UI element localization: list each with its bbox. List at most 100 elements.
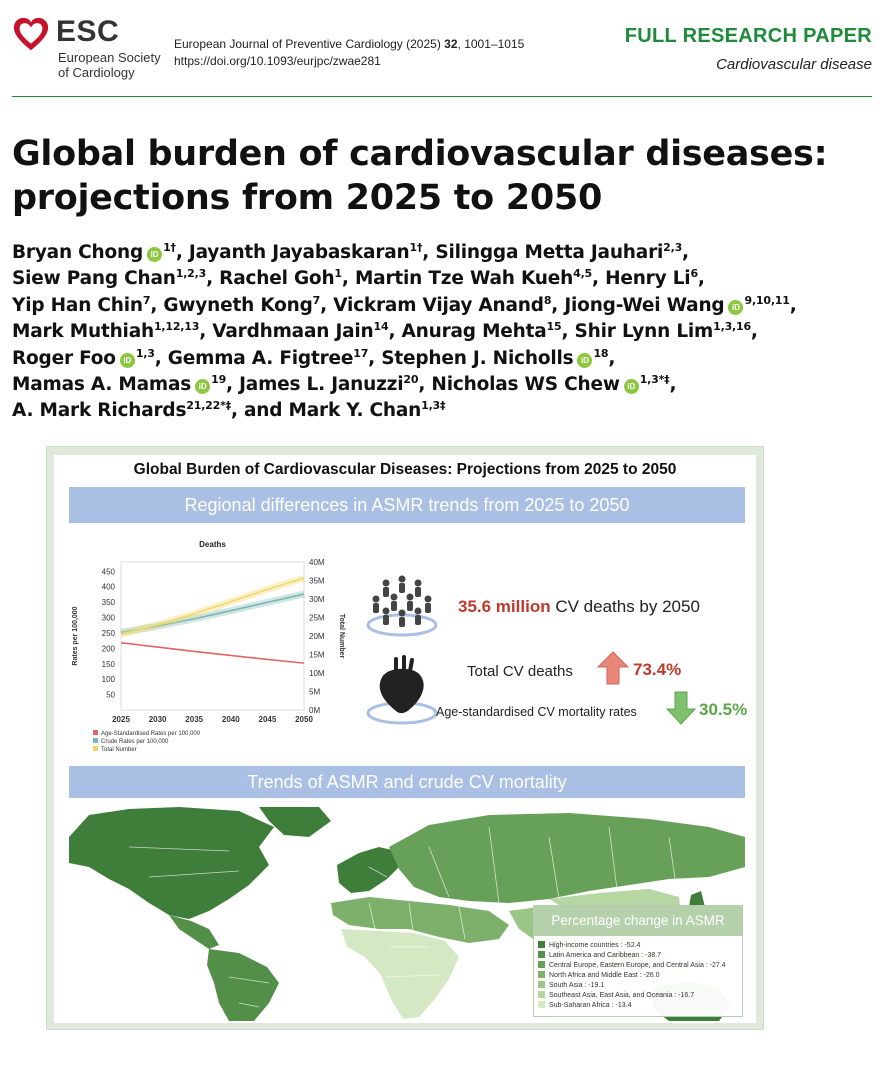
section-banner-trends: Trends of ASMR and crude CV mortality xyxy=(69,766,745,798)
author-name: Jiong-Wei Wang xyxy=(564,294,725,316)
article-title: Global burden of cardiovascular diseases… xyxy=(12,132,872,220)
legend-label: North Africa and Middle East : -26.0 xyxy=(549,972,660,979)
kpi-asmr-pct: 30.5% xyxy=(699,700,748,719)
map-region-north-africa-middle-east xyxy=(331,897,509,943)
orcid-icon[interactable]: iD xyxy=(728,299,744,315)
author-separator: , xyxy=(206,268,220,290)
author-name: Gemma A. Figtree xyxy=(167,347,354,369)
author-affiliation: 17 xyxy=(353,346,369,360)
article-type: FULL RESEARCH PAPER xyxy=(624,25,872,47)
author-affiliation: 1,3,16 xyxy=(713,320,751,334)
kpi-deaths-2050: 35.6 million CV deaths by 2050 xyxy=(458,597,700,617)
orcid-icon[interactable]: iD xyxy=(195,379,211,395)
map-legend-item: Central Europe, Eastern Europe, and Cent… xyxy=(538,961,742,971)
author-separator: , xyxy=(368,347,382,369)
legend-swatch xyxy=(538,951,545,958)
author-affiliation: 20 xyxy=(403,373,419,387)
author-name: Henry Li xyxy=(605,268,691,290)
map-legend-list: High-income countries : -52.4 Latin Ameri… xyxy=(534,936,742,1011)
author-separator: , xyxy=(608,347,616,369)
author-name: Anurag Mehta xyxy=(401,321,547,343)
map-legend-item: North Africa and Middle East : -26.0 xyxy=(538,971,742,981)
journal-line: European Journal of Preventive Cardiolog… xyxy=(174,37,445,51)
author-affiliation: 14 xyxy=(373,320,389,334)
y-tick-label: 100 xyxy=(102,675,116,684)
orcid-icon[interactable]: iD xyxy=(147,247,163,262)
orcid-icon[interactable]: iD xyxy=(119,352,135,368)
author-name: Shir Lynn Lim xyxy=(574,321,714,343)
author-separator: , xyxy=(418,374,432,396)
legend-swatch xyxy=(93,730,98,735)
esc-logo: ESC European Society of Cardiology xyxy=(12,14,172,84)
chart-plot-area xyxy=(120,561,305,711)
kpi-deaths-value: 35.6 million xyxy=(458,597,551,616)
y2-tick-label: 35M xyxy=(309,577,325,586)
esc-name-line2: of Cardiology xyxy=(58,65,135,80)
journal-pages: , 1001–1015 xyxy=(457,37,525,51)
y-tick-label: 50 xyxy=(106,691,115,700)
world-map xyxy=(69,807,745,1021)
map-legend-item: South Asia : -19.1 xyxy=(538,981,742,991)
author-name: Yip Han Chin xyxy=(12,294,143,316)
author-name: Siew Pang Chan xyxy=(12,268,176,290)
y2-tick-label: 5M xyxy=(309,688,320,697)
legend-swatch xyxy=(538,1001,545,1008)
x-tick-label: 2050 xyxy=(295,715,313,724)
map-legend-item: Southeast Asia, East Asia, and Oceania :… xyxy=(538,991,742,1001)
kpi-total-label: Total CV deaths xyxy=(467,663,573,680)
author-separator: , xyxy=(422,242,436,263)
author-affiliation: 2,3 xyxy=(663,241,683,254)
kpi-asmr-label: Age-standardised CV mortality rates xyxy=(436,705,637,719)
author-name: Vickram Vijay Anand xyxy=(333,294,544,316)
graphical-abstract-panel: Global Burden of Cardiovascular Diseases… xyxy=(54,455,756,1023)
x-tick-label: 2045 xyxy=(259,715,277,724)
y2-tick-label: 20M xyxy=(309,632,325,641)
map-legend-item: High-income countries : -52.4 xyxy=(538,941,742,951)
y2-tick-label: 25M xyxy=(309,614,325,623)
author-name: Jayanth Jayabaskaran xyxy=(188,242,410,263)
kpi-deaths-text: CV deaths by 2050 xyxy=(550,597,700,616)
legend-label: High-income countries : -52.4 xyxy=(549,942,641,949)
author-separator: , xyxy=(175,242,189,263)
title-line-2: projections from 2025 to 2050 xyxy=(12,178,603,218)
orcid-icon[interactable]: iD xyxy=(577,352,593,368)
y-tick-label: 250 xyxy=(102,629,116,638)
author-separator: , xyxy=(150,294,164,316)
y2-tick-label: 30M xyxy=(309,595,325,604)
y-tick-label: 300 xyxy=(102,614,116,623)
author-affiliation: 7 xyxy=(142,293,151,307)
doi-link[interactable]: https://doi.org/10.1093/eurjpc/zwae281 xyxy=(174,54,381,68)
author-separator: , xyxy=(697,268,705,290)
orcid-icon[interactable]: iD xyxy=(623,379,639,395)
author-separator: , xyxy=(388,321,402,343)
author-affiliation: 1,3‡ xyxy=(421,399,446,413)
author-name: James L. Januzzi xyxy=(239,374,404,396)
author-name: Mamas A. Mamas xyxy=(12,374,192,396)
y-axis-label: Rates per 100,000 xyxy=(72,606,79,665)
y-tick-label: 450 xyxy=(102,567,116,576)
author-name: Gwyneth Kong xyxy=(163,294,313,316)
author-separator: , xyxy=(341,268,355,290)
y-tick-label: 200 xyxy=(102,644,116,653)
chart-legend-label: Age-Standardised Rates per 100,000 xyxy=(101,731,201,737)
graphical-abstract: Global Burden of Cardiovascular Diseases… xyxy=(46,446,764,1030)
title-line-1: Global burden of cardiovascular diseases… xyxy=(12,134,828,174)
author-list: Bryan Chong iD1†, Jayanth Jayabaskaran1†,… xyxy=(12,240,882,425)
author-separator: , xyxy=(199,321,213,343)
article-subject: Cardiovascular disease xyxy=(716,56,872,73)
x-tick-label: 2030 xyxy=(149,715,167,724)
author-separator: , xyxy=(561,321,575,343)
x-tick-label: 2035 xyxy=(185,715,203,724)
author-name: Stephen J. Nicholls xyxy=(381,347,574,369)
esc-name-line1: European Society xyxy=(58,50,161,65)
legend-swatch xyxy=(93,746,98,751)
author-name: Mark Y. Chan xyxy=(288,400,422,422)
x-tick-label: 2025 xyxy=(112,715,130,724)
author-affiliation: 1,3*‡ xyxy=(639,373,670,387)
legend-swatch xyxy=(93,738,98,743)
chart-title: Deaths xyxy=(199,540,226,549)
map-legend-item: Latin America and Caribbean : -38.7 xyxy=(538,951,742,961)
map-region-sub-saharan-africa xyxy=(341,929,459,1019)
author-affiliation: 1,2,3 xyxy=(175,267,207,281)
y2-tick-label: 40M xyxy=(309,558,325,567)
